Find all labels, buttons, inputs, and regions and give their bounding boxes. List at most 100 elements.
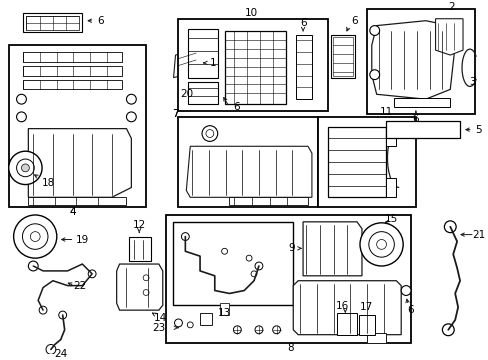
Polygon shape bbox=[371, 21, 454, 99]
Circle shape bbox=[272, 326, 280, 334]
Circle shape bbox=[28, 261, 38, 271]
Text: 20: 20 bbox=[180, 89, 192, 99]
Bar bbox=[386, 127, 395, 146]
Text: 10: 10 bbox=[244, 8, 257, 18]
Polygon shape bbox=[200, 313, 211, 325]
Circle shape bbox=[17, 159, 34, 177]
Text: 11: 11 bbox=[379, 107, 392, 117]
Bar bbox=[358, 315, 374, 335]
Bar bbox=[386, 178, 395, 197]
Circle shape bbox=[369, 70, 379, 80]
Circle shape bbox=[376, 239, 386, 249]
Bar bbox=[224, 31, 286, 104]
Circle shape bbox=[21, 164, 29, 172]
Circle shape bbox=[250, 271, 257, 277]
Text: 21: 21 bbox=[471, 230, 485, 240]
Circle shape bbox=[202, 126, 217, 141]
Text: 13: 13 bbox=[218, 308, 231, 318]
Bar bbox=[296, 35, 311, 99]
Bar bbox=[178, 117, 317, 207]
Bar bbox=[26, 16, 79, 30]
Circle shape bbox=[187, 322, 193, 328]
Text: 2: 2 bbox=[447, 2, 454, 12]
Bar bbox=[129, 237, 151, 261]
Bar bbox=[23, 66, 122, 76]
Circle shape bbox=[245, 255, 251, 261]
Circle shape bbox=[221, 248, 227, 254]
Circle shape bbox=[359, 223, 402, 266]
Polygon shape bbox=[186, 146, 311, 197]
Text: 3: 3 bbox=[468, 77, 475, 86]
Text: 12: 12 bbox=[132, 220, 145, 230]
Circle shape bbox=[442, 324, 453, 336]
Circle shape bbox=[369, 26, 379, 35]
Bar bbox=[172, 222, 293, 305]
Text: 1: 1 bbox=[209, 58, 216, 68]
Text: 6: 6 bbox=[412, 114, 418, 124]
Bar bbox=[393, 98, 449, 107]
Bar bbox=[327, 127, 386, 197]
Circle shape bbox=[192, 89, 202, 99]
Circle shape bbox=[30, 231, 40, 242]
Circle shape bbox=[88, 270, 96, 278]
Text: 19: 19 bbox=[76, 234, 89, 244]
Circle shape bbox=[368, 231, 393, 257]
Polygon shape bbox=[366, 333, 386, 342]
Bar bbox=[386, 121, 459, 139]
Text: 8: 8 bbox=[286, 343, 293, 354]
Polygon shape bbox=[293, 281, 400, 335]
Bar bbox=[330, 35, 354, 78]
Text: 6: 6 bbox=[233, 102, 239, 112]
Bar bbox=[178, 19, 327, 111]
Polygon shape bbox=[117, 264, 163, 310]
Circle shape bbox=[22, 224, 48, 249]
Bar bbox=[165, 215, 410, 342]
Circle shape bbox=[205, 130, 213, 138]
Circle shape bbox=[174, 319, 182, 327]
Text: 7: 7 bbox=[172, 109, 179, 119]
Bar bbox=[337, 313, 356, 335]
Text: 23: 23 bbox=[152, 323, 165, 333]
Bar bbox=[229, 197, 307, 205]
Circle shape bbox=[181, 233, 189, 240]
Bar bbox=[9, 45, 146, 207]
Circle shape bbox=[254, 326, 263, 334]
Bar bbox=[366, 9, 474, 114]
Circle shape bbox=[444, 221, 455, 233]
Circle shape bbox=[17, 94, 26, 104]
Bar bbox=[23, 13, 82, 32]
Text: 4: 4 bbox=[69, 207, 76, 217]
Bar bbox=[317, 117, 415, 207]
Text: 24: 24 bbox=[54, 349, 67, 359]
Circle shape bbox=[14, 215, 57, 258]
Circle shape bbox=[143, 289, 149, 296]
Bar bbox=[28, 197, 126, 205]
Circle shape bbox=[143, 275, 149, 281]
Text: 16: 16 bbox=[335, 301, 348, 311]
Circle shape bbox=[400, 285, 410, 296]
Circle shape bbox=[126, 112, 136, 122]
Circle shape bbox=[39, 306, 47, 314]
Circle shape bbox=[233, 326, 241, 334]
Text: 14: 14 bbox=[154, 313, 167, 323]
Bar bbox=[188, 81, 217, 104]
Text: 6: 6 bbox=[98, 16, 104, 26]
Bar bbox=[386, 121, 459, 139]
Circle shape bbox=[126, 94, 136, 104]
Circle shape bbox=[17, 112, 26, 122]
Circle shape bbox=[59, 311, 66, 319]
Circle shape bbox=[187, 85, 206, 104]
Polygon shape bbox=[303, 222, 361, 276]
Text: 4: 4 bbox=[69, 207, 76, 217]
Text: 6: 6 bbox=[350, 16, 357, 26]
Circle shape bbox=[9, 151, 42, 185]
Bar bbox=[23, 80, 122, 89]
Text: 18: 18 bbox=[41, 177, 55, 188]
Polygon shape bbox=[219, 303, 229, 315]
Bar bbox=[332, 37, 352, 76]
Polygon shape bbox=[173, 48, 200, 78]
Text: 6: 6 bbox=[407, 305, 413, 315]
Circle shape bbox=[254, 262, 263, 270]
Bar bbox=[23, 52, 122, 62]
Bar bbox=[188, 28, 217, 78]
